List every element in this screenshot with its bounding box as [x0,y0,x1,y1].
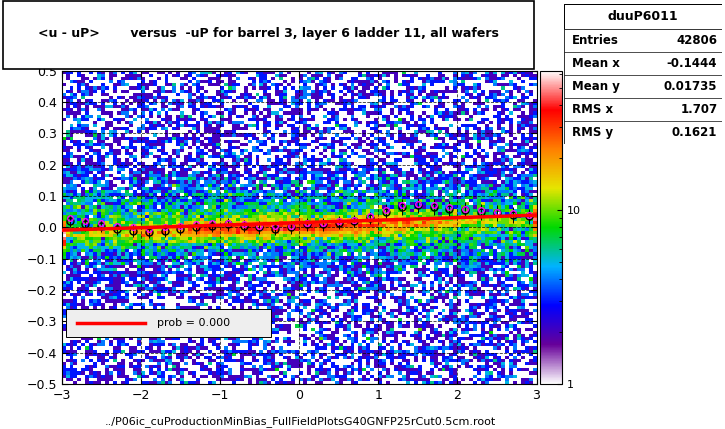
Text: ../P06ic_cuProductionMinBias_FullFieldPlotsG40GNFP25rCut0.5cm.root: ../P06ic_cuProductionMinBias_FullFieldPl… [105,416,497,427]
Text: 1.707: 1.707 [680,103,717,116]
Text: RMS y: RMS y [572,126,613,139]
Text: duuP6011: duuP6011 [608,10,679,23]
Bar [564,4,722,29]
Text: prob = 0.000: prob = 0.000 [157,318,230,328]
Text: 42806: 42806 [676,34,717,47]
Bar [564,29,722,52]
Text: -0.1444: -0.1444 [667,57,717,69]
Bar [564,75,722,98]
Text: Mean y: Mean y [572,80,620,93]
Text: 0.1621: 0.1621 [672,126,717,139]
Bar [65,309,271,337]
Bar [564,98,722,121]
Text: 0.01735: 0.01735 [664,80,717,93]
Text: <u - uP>       versus  -uP for barrel 3, layer 6 ladder 11, all wafers: <u - uP> versus -uP for barrel 3, layer … [38,27,499,40]
Text: Mean x: Mean x [572,57,620,69]
Text: RMS x: RMS x [572,103,613,116]
Bar [564,52,722,75]
Text: Entries: Entries [572,34,619,47]
Bar [564,121,722,144]
